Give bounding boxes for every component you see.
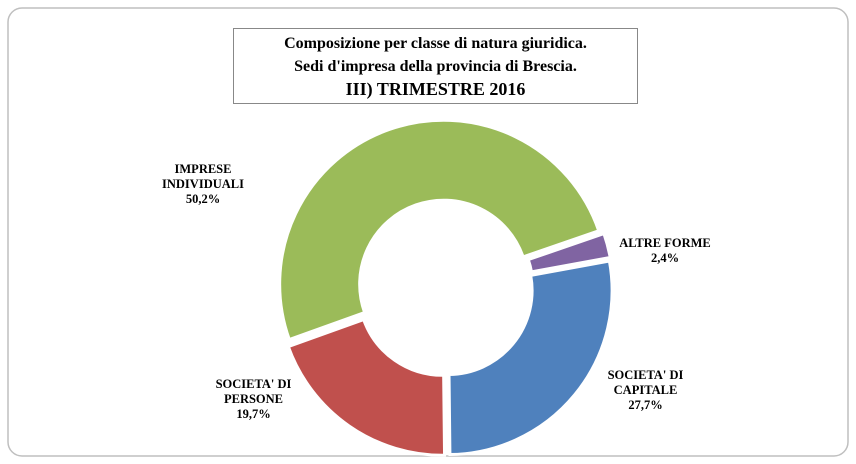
slice: [278, 118, 601, 342]
slice: [447, 259, 614, 457]
chart-title: Composizione per classe di natura giurid…: [233, 28, 638, 104]
title-line: Sedi d'impresa della provincia di Bresci…: [294, 58, 577, 75]
data-label: IMPRESE INDIVIDUALI 50,2%: [148, 162, 258, 207]
slice: [526, 231, 612, 274]
value-label: 50,2%: [185, 192, 221, 206]
slice: [286, 317, 447, 457]
category-label: SOCIETA' DI CAPITALE: [607, 368, 684, 397]
category-label: SOCIETA' DI PERSONE: [215, 377, 292, 406]
title-line: Composizione per classe di natura giurid…: [284, 35, 587, 52]
data-label: SOCIETA' DI CAPITALE 27,7%: [598, 368, 693, 413]
category-label: IMPRESE INDIVIDUALI: [162, 162, 244, 191]
category-label: ALTRE FORME: [619, 236, 711, 250]
value-label: 19,7%: [236, 407, 271, 421]
value-label: 27,7%: [628, 398, 663, 412]
value-label: 2,4%: [650, 251, 680, 265]
data-label: SOCIETA' DI PERSONE 19,7%: [206, 377, 301, 422]
title-line: III) TRIMESTRE 2016: [345, 79, 526, 99]
data-label: ALTRE FORME 2,4%: [600, 236, 730, 266]
